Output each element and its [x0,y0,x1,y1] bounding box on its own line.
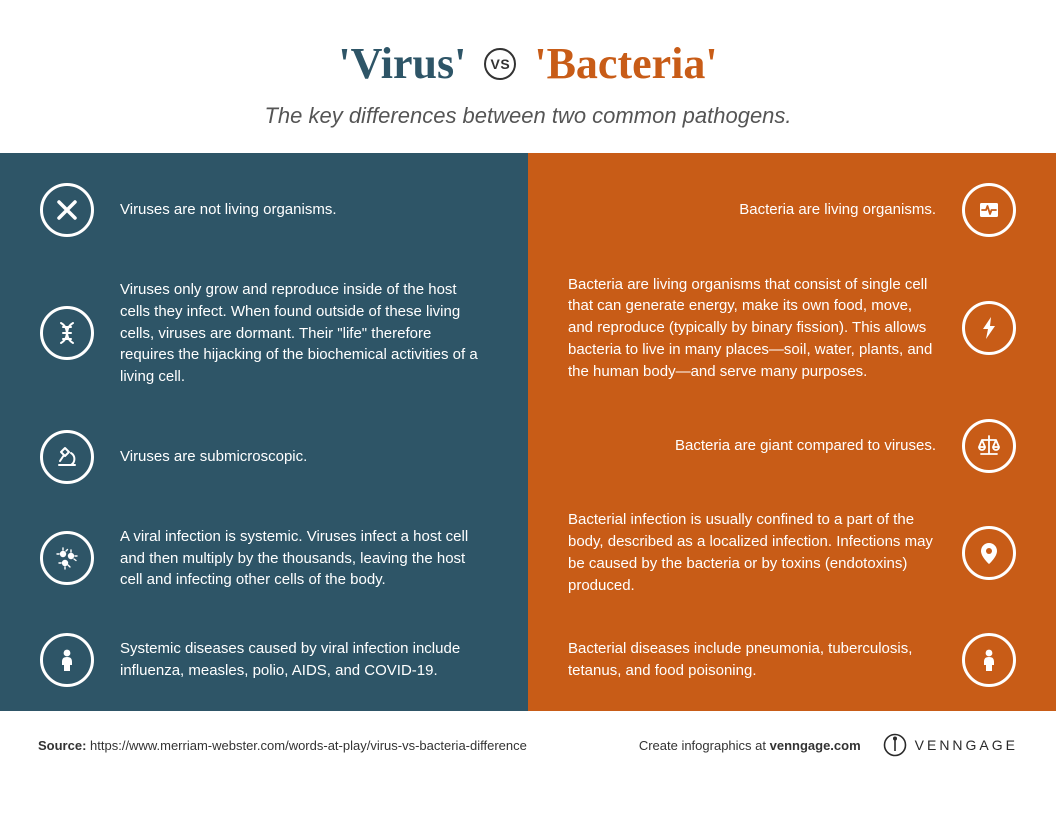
bacteria-text-2: Bacteria are giant compared to viruses. [675,435,936,457]
virus-text-3: A viral infection is systemic. Viruses i… [120,526,488,591]
dna-icon [40,306,94,360]
title-left: 'Virus' [338,38,466,89]
vs-badge: VS [484,48,516,80]
bacteria-text-1: Bacteria are living organisms that consi… [568,274,936,383]
microscope-icon [40,430,94,484]
title-row: 'Virus' VS 'Bacteria' [20,38,1036,89]
header: 'Virus' VS 'Bacteria' The key difference… [0,0,1056,153]
bacteria-row-2: Bacteria are giant compared to viruses. [568,419,1016,473]
subtitle: The key differences between two common p… [20,103,1036,129]
footer-right: Create infographics at venngage.com VENN… [639,733,1018,757]
virus-row-3: A viral infection is systemic. Viruses i… [40,526,488,591]
virus-text-2: Viruses are submicroscopic. [120,446,307,468]
virus-column: Viruses are not living organisms. Viruse… [0,153,528,711]
venngage-logo: VENNGAGE [883,733,1018,757]
title-right: 'Bacteria' [534,38,717,89]
comparison-columns: Viruses are not living organisms. Viruse… [0,153,1056,711]
source-url: https://www.merriam-webster.com/words-at… [90,738,527,753]
create-prefix: Create infographics at [639,738,770,753]
virus-row-0: Viruses are not living organisms. [40,183,488,237]
scale-icon [962,419,1016,473]
virus-text-1: Viruses only grow and reproduce inside o… [120,279,488,388]
bacteria-row-1: Bacteria are living organisms that consi… [568,274,1016,383]
create-line: Create infographics at venngage.com [639,738,861,753]
virus-text-4: Systemic diseases caused by viral infect… [120,638,488,682]
bacteria-text-3: Bacterial infection is usually confined … [568,509,936,596]
create-site: venngage.com [770,738,861,753]
person-icon [40,633,94,687]
virus-row-1: Viruses only grow and reproduce inside o… [40,279,488,388]
bacteria-row-0: Bacteria are living organisms. [568,183,1016,237]
brand-text: VENNGAGE [915,737,1018,753]
bacteria-column: Bacteria are living organisms. Bacteria … [528,153,1056,711]
bacteria-row-4: Bacterial diseases include pneumonia, tu… [568,633,1016,687]
source-label: Source: [38,738,86,753]
footer: Source: https://www.merriam-webster.com/… [0,711,1056,779]
bacteria-text-4: Bacterial diseases include pneumonia, tu… [568,638,936,682]
venngage-icon [883,733,907,757]
person-icon [962,633,1016,687]
pin-icon [962,526,1016,580]
bacteria-text-0: Bacteria are living organisms. [739,199,936,221]
source-line: Source: https://www.merriam-webster.com/… [38,738,527,753]
bolt-icon [962,301,1016,355]
heartbeat-icon [962,183,1016,237]
bacteria-row-3: Bacterial infection is usually confined … [568,509,1016,596]
virus-cluster-icon [40,531,94,585]
virus-row-4: Systemic diseases caused by viral infect… [40,633,488,687]
virus-row-2: Viruses are submicroscopic. [40,430,488,484]
cross-icon [40,183,94,237]
virus-text-0: Viruses are not living organisms. [120,199,337,221]
